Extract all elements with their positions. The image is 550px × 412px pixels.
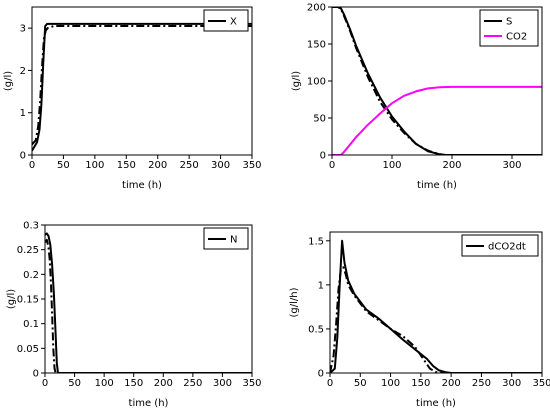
- x-tick-label: 150: [117, 160, 136, 171]
- y-tick-label: 0: [320, 151, 326, 162]
- x-tick-label: 350: [532, 378, 550, 389]
- x-axis-label: time (h): [129, 398, 169, 409]
- y-tick-label: 150: [307, 40, 326, 51]
- y-tick-label: 0.1: [23, 319, 39, 330]
- y-tick-label: 1.5: [308, 236, 324, 247]
- x-axis-label: time (h): [416, 398, 456, 409]
- y-tick-label: 200: [307, 3, 326, 14]
- plot-frame: [329, 231, 543, 374]
- x-tick-label: 0: [329, 160, 335, 171]
- y-axis-label: (g/l): [3, 71, 14, 91]
- x-tick-label: 300: [502, 378, 521, 389]
- x-tick-label: 150: [124, 378, 143, 389]
- legend-label: dCO2dt: [488, 242, 526, 253]
- y-tick-label: 0: [318, 369, 324, 380]
- x-tick-label: 100: [95, 378, 114, 389]
- y-tick-label: 0.2: [23, 270, 39, 281]
- series-line-dco2dt: [330, 239, 542, 373]
- legend-box: [479, 9, 539, 47]
- x-tick-label: 300: [213, 378, 232, 389]
- legend-label: S: [506, 17, 512, 28]
- x-tick-label: 0: [29, 160, 35, 171]
- x-tick-label: 200: [442, 160, 461, 171]
- x-tick-label: 150: [411, 378, 430, 389]
- y-tick-label: 0.5: [308, 324, 324, 335]
- y-axis-label: (g/l): [291, 71, 302, 91]
- y-tick-label: 1: [20, 108, 26, 119]
- y-axis-label: (g/l/h): [289, 287, 300, 317]
- x-axis-label: time (h): [122, 180, 162, 191]
- y-tick-label: 0.05: [17, 344, 39, 355]
- x-tick-label: 50: [354, 378, 367, 389]
- x-tick-label: 250: [180, 160, 199, 171]
- legend-label: CO2: [506, 32, 527, 43]
- x-tick-label: 200: [154, 378, 173, 389]
- x-tick-label: 100: [382, 160, 401, 171]
- x-tick-label: 50: [68, 378, 81, 389]
- x-tick-label: 100: [85, 160, 104, 171]
- legend-label: X: [230, 17, 237, 28]
- y-tick-label: 0.3: [23, 221, 39, 232]
- x-tick-label: 350: [242, 160, 261, 171]
- x-tick-label: 0: [327, 378, 333, 389]
- y-tick-label: 3: [20, 24, 26, 35]
- y-tick-label: 0: [33, 369, 39, 380]
- x-tick-label: 300: [502, 160, 521, 171]
- series-line-model-1: [32, 25, 252, 146]
- x-tick-label: 100: [381, 378, 400, 389]
- x-tick-label: 50: [57, 160, 70, 171]
- x-tick-label: 250: [183, 378, 202, 389]
- y-axis-label: (g/l): [6, 289, 17, 309]
- y-tick-label: 100: [307, 77, 326, 88]
- x-tick-label: 350: [242, 378, 261, 389]
- y-tick-label: 0: [20, 151, 26, 162]
- chart-panel-dco2dt: 0 50 100 150 200 250 300 350 0 0.5 1 1.5 time (h) (g/…: [289, 231, 550, 409]
- x-tick-label: 300: [211, 160, 230, 171]
- series-line-model-1: [332, 7, 542, 155]
- x-tick-label: 200: [148, 160, 167, 171]
- legend-box: [461, 234, 539, 257]
- legend-label: N: [230, 235, 237, 246]
- x-tick-label: 200: [442, 378, 461, 389]
- series-line-co2: [332, 85, 542, 155]
- series-line-model-1: [45, 238, 252, 373]
- chart-panel-x: 0 50 100 150 200 250 300 350 0 1 2 3 time (h) (g/l) X: [3, 6, 262, 191]
- y-tick-label: 2: [20, 66, 26, 77]
- series-line-n: [45, 232, 252, 373]
- y-tick-label: 0.25: [17, 245, 39, 256]
- y-tick-label: 1: [318, 280, 324, 291]
- chart-panel-s-co2: 0 100 200 300 0 50 100 150 200 time (h) (g/l) S CO2: [291, 3, 543, 191]
- y-tick-label: 0.15: [17, 295, 39, 306]
- y-tick-label: 50: [313, 114, 326, 125]
- plot-frame: [31, 6, 253, 156]
- chart-panel-n: 0 50 100 150 200 250 300 350 0 0.05 0.1 0.15 0.2 0.25…: [6, 221, 262, 410]
- x-axis-label: time (h): [417, 180, 457, 191]
- series-line-x: [32, 22, 252, 152]
- x-tick-label: 250: [472, 378, 491, 389]
- series-line-model-1: [330, 266, 542, 373]
- x-tick-label: 0: [42, 378, 48, 389]
